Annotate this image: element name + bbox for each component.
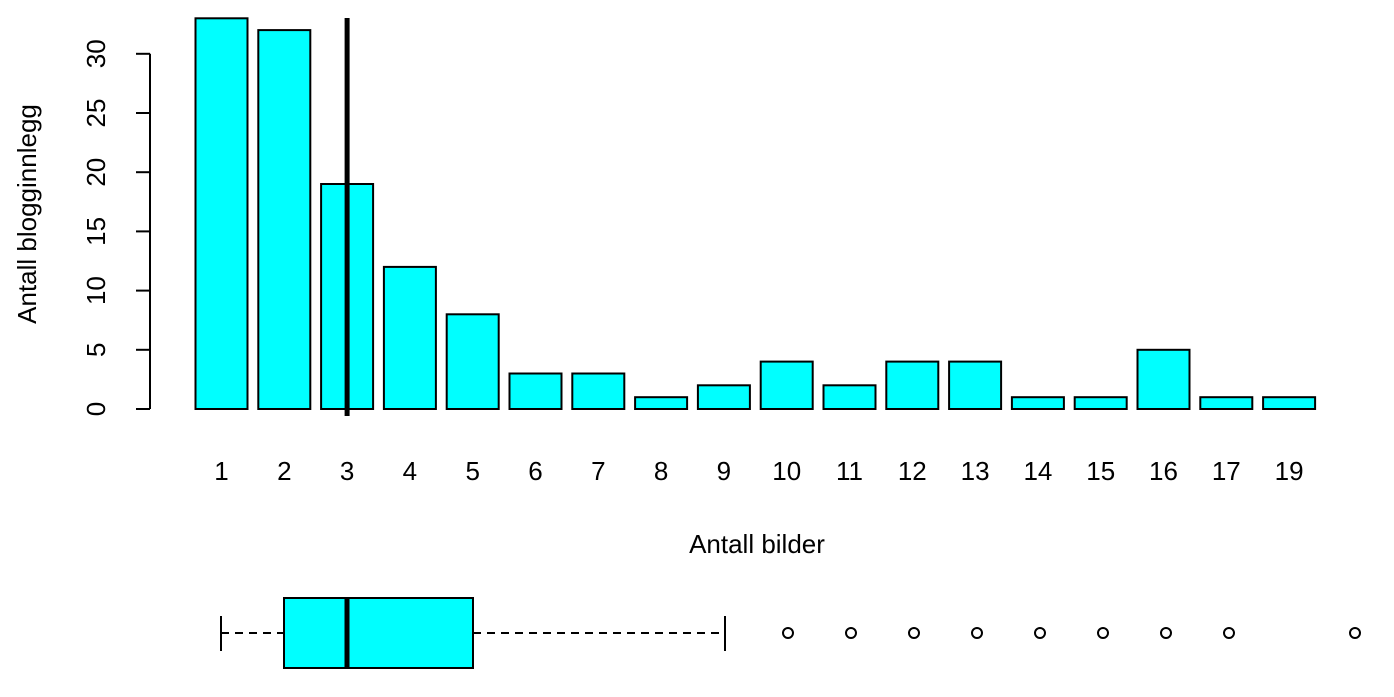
y-tick-label: 5 xyxy=(81,343,111,357)
y-axis-label: Antall blogginnlegg xyxy=(12,104,42,324)
bar-13 xyxy=(948,360,1003,411)
bar-8 xyxy=(634,396,689,411)
boxplot-outlier xyxy=(1160,627,1172,639)
x-tick-label: 3 xyxy=(340,456,354,486)
y-tick-label: 25 xyxy=(81,99,111,128)
boxplot-outlier xyxy=(1097,627,1109,639)
boxplot xyxy=(220,597,1361,669)
x-axis-label: Antall bilder xyxy=(689,529,825,559)
boxplot-outlier xyxy=(908,627,920,639)
x-tick-label: 19 xyxy=(1275,456,1304,486)
bar-17 xyxy=(1199,396,1254,411)
bar-2 xyxy=(257,29,312,410)
x-tick-label: 1 xyxy=(214,456,228,486)
y-tick-label: 0 xyxy=(81,402,111,416)
bar-4 xyxy=(382,265,437,410)
bar-series xyxy=(194,17,1317,411)
boxplot-outlier xyxy=(1034,627,1046,639)
boxplot-outlier xyxy=(782,627,794,639)
x-tick-label: 2 xyxy=(277,456,291,486)
bar-16 xyxy=(1136,348,1191,410)
x-tick-label: 15 xyxy=(1086,456,1115,486)
y-tick-label: 20 xyxy=(81,158,111,187)
x-tick-label: 14 xyxy=(1023,456,1052,486)
y-tick-label: 30 xyxy=(81,39,111,68)
y-axis: 0 5 10 15 20 25 30 xyxy=(81,39,151,416)
y-tick-label: 15 xyxy=(81,217,111,246)
x-tick-label: 7 xyxy=(591,456,605,486)
bar-7 xyxy=(571,372,626,410)
x-tick-label: 11 xyxy=(836,456,863,486)
bar-5 xyxy=(445,313,500,410)
bar-12 xyxy=(885,360,940,411)
x-axis-tick-labels: 1 2 3 4 5 6 7 8 9 10 11 12 13 14 15 16 17 19 xyxy=(214,456,1303,486)
bar-11 xyxy=(822,384,877,410)
boxplot-outlier xyxy=(1223,627,1235,639)
x-tick-label: 12 xyxy=(898,456,927,486)
bar-9 xyxy=(696,384,751,410)
bar-19 xyxy=(1262,396,1317,411)
x-tick-label: 4 xyxy=(403,456,417,486)
bar-10 xyxy=(759,360,814,411)
boxplot-outlier xyxy=(971,627,983,639)
bar-15 xyxy=(1073,396,1128,411)
bar-1 xyxy=(194,17,249,411)
boxplot-outlier xyxy=(845,627,857,639)
bar-14 xyxy=(1010,396,1065,411)
x-tick-label: 10 xyxy=(772,456,801,486)
x-tick-label: 16 xyxy=(1149,456,1178,486)
x-tick-label: 9 xyxy=(717,456,731,486)
x-tick-label: 17 xyxy=(1212,456,1241,486)
x-tick-label: 6 xyxy=(528,456,542,486)
x-tick-label: 13 xyxy=(961,456,990,486)
y-tick-label: 10 xyxy=(81,276,111,305)
boxplot-outlier xyxy=(1349,627,1361,639)
x-tick-label: 5 xyxy=(465,456,479,486)
x-tick-label: 8 xyxy=(654,456,668,486)
boxplot-box xyxy=(283,597,474,669)
bar-6 xyxy=(508,372,563,410)
